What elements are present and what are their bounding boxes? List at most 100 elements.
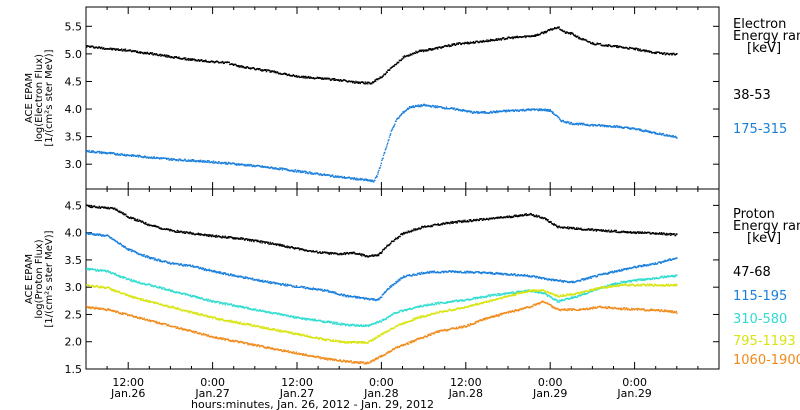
proton-115-195-point: [428, 272, 430, 274]
proton-47-68-point: [595, 229, 597, 231]
electron-175-315-point: [378, 169, 380, 172]
proton-47-68-point: [286, 245, 288, 247]
electron-175-315-point: [322, 173, 325, 176]
proton-310-580-point: [293, 315, 295, 317]
electron-175-315-point: [354, 177, 356, 179]
electron-175-315-point: [505, 111, 507, 113]
electron-175-315-point: [198, 159, 200, 162]
electron-175-315-point: [87, 151, 90, 153]
electron-175-315-point: [394, 123, 396, 125]
proton-47-68-point: [475, 219, 477, 222]
proton-115-195-point: [528, 275, 530, 277]
proton-310-580-point: [328, 321, 331, 324]
electron-175-315-point: [427, 104, 430, 107]
proton-310-580-point: [496, 295, 498, 297]
proton-47-68-point: [673, 233, 676, 235]
electron-38-53-point: [136, 51, 138, 53]
proton-115-195-point: [305, 287, 307, 290]
proton-310-580-point: [218, 301, 220, 303]
electron-38-53-point: [422, 50, 425, 53]
electron-38-53-point: [420, 50, 423, 52]
proton-310-580-point: [452, 300, 454, 302]
electron-175-315-point: [660, 133, 662, 135]
electron-38-53-point: [667, 52, 669, 55]
electron-175-315-point: [382, 157, 384, 159]
proton-310-580-point: [282, 314, 284, 317]
electron-175-315-point: [184, 159, 187, 161]
proton-115-195-point: [662, 260, 664, 262]
proton-115-195-point: [280, 284, 283, 286]
proton-310-580-point: [247, 307, 249, 309]
proton-115-195-point: [189, 264, 191, 266]
electron-38-53-point: [183, 57, 186, 59]
electron-175-315-point: [490, 111, 492, 113]
electron-175-315-point: [137, 156, 140, 158]
electron-175-315-point: [152, 157, 154, 159]
proton-310-580-point: [644, 278, 647, 281]
electron-175-315-point: [221, 161, 224, 164]
electron-175-315-point: [177, 160, 180, 162]
proton-115-195-point: [478, 271, 480, 273]
proton-47-68-point: [134, 218, 136, 220]
proton-47-68-point: [250, 239, 252, 241]
electron-38-53-point: [466, 42, 468, 44]
electron-38-53-point: [412, 53, 415, 55]
proton-310-580-point: [237, 305, 239, 307]
proton-47-68-point: [446, 221, 448, 224]
proton-310-580-point: [587, 292, 589, 294]
proton-47-68-point: [660, 232, 663, 234]
proton-47-68-point: [466, 220, 468, 223]
proton-47-68-point: [626, 231, 629, 233]
proton-47-68-point: [562, 227, 565, 229]
proton-115-195-point: [355, 296, 357, 298]
electron-175-315-point: [206, 160, 209, 162]
proton-115-195-point: [153, 259, 155, 261]
proton-47-68-point: [272, 242, 274, 244]
proton-310-580-point: [104, 269, 106, 271]
proton-310-580-point: [380, 321, 383, 323]
electron-38-53-point: [390, 67, 392, 69]
electron-175-315-point: [212, 162, 214, 164]
electron-38-53-point: [191, 59, 193, 61]
proton-47-68-point: [644, 231, 647, 234]
proton-310-580-point: [373, 322, 375, 325]
proton-310-580-point: [490, 295, 492, 297]
electron-38-53-point: [124, 48, 127, 50]
proton-47-68-point: [600, 229, 603, 231]
electron-175-315-point: [253, 165, 255, 167]
proton-115-195-point: [439, 272, 442, 274]
electron-38-53-point: [328, 77, 330, 80]
electron-175-315-point: [341, 175, 343, 178]
proton-310-580-point: [150, 285, 152, 287]
proton-115-195-point: [640, 266, 643, 268]
electron-175-315-point: [90, 151, 92, 153]
proton-47-68-point: [430, 224, 432, 227]
electron-38-53-point: [499, 38, 502, 40]
electron-175-315-point: [277, 168, 280, 170]
proton-47-68-point: [668, 234, 670, 236]
proton-310-580-point: [253, 309, 256, 311]
proton-310-580-point: [308, 318, 310, 320]
proton-47-68-point: [179, 231, 181, 233]
electron-175-315-point: [175, 159, 177, 162]
proton-115-195-point: [490, 271, 492, 274]
electron-38-53-point: [164, 54, 166, 56]
proton-47-68-point: [464, 219, 466, 221]
proton-310-580-point: [282, 314, 284, 316]
proton-115-195-point: [402, 277, 404, 279]
proton-310-580-point: [270, 311, 272, 313]
electron-175-315-point: [197, 160, 200, 163]
proton-310-580-point: [494, 293, 496, 295]
electron-175-315-point: [524, 110, 526, 112]
proton-115-195-point: [474, 272, 476, 274]
proton-47-68-point: [383, 248, 385, 251]
proton-310-580-point: [232, 305, 234, 307]
electron-175-315-point: [497, 110, 499, 112]
proton-310-580-point: [312, 320, 314, 322]
proton-310-580-point: [329, 320, 331, 323]
proton-47-68-point: [524, 214, 527, 216]
proton-47-68-point: [208, 234, 210, 236]
electron-38-53-point: [273, 70, 276, 72]
electron-38-53-point: [187, 57, 189, 60]
proton-310-580-point: [130, 280, 132, 282]
